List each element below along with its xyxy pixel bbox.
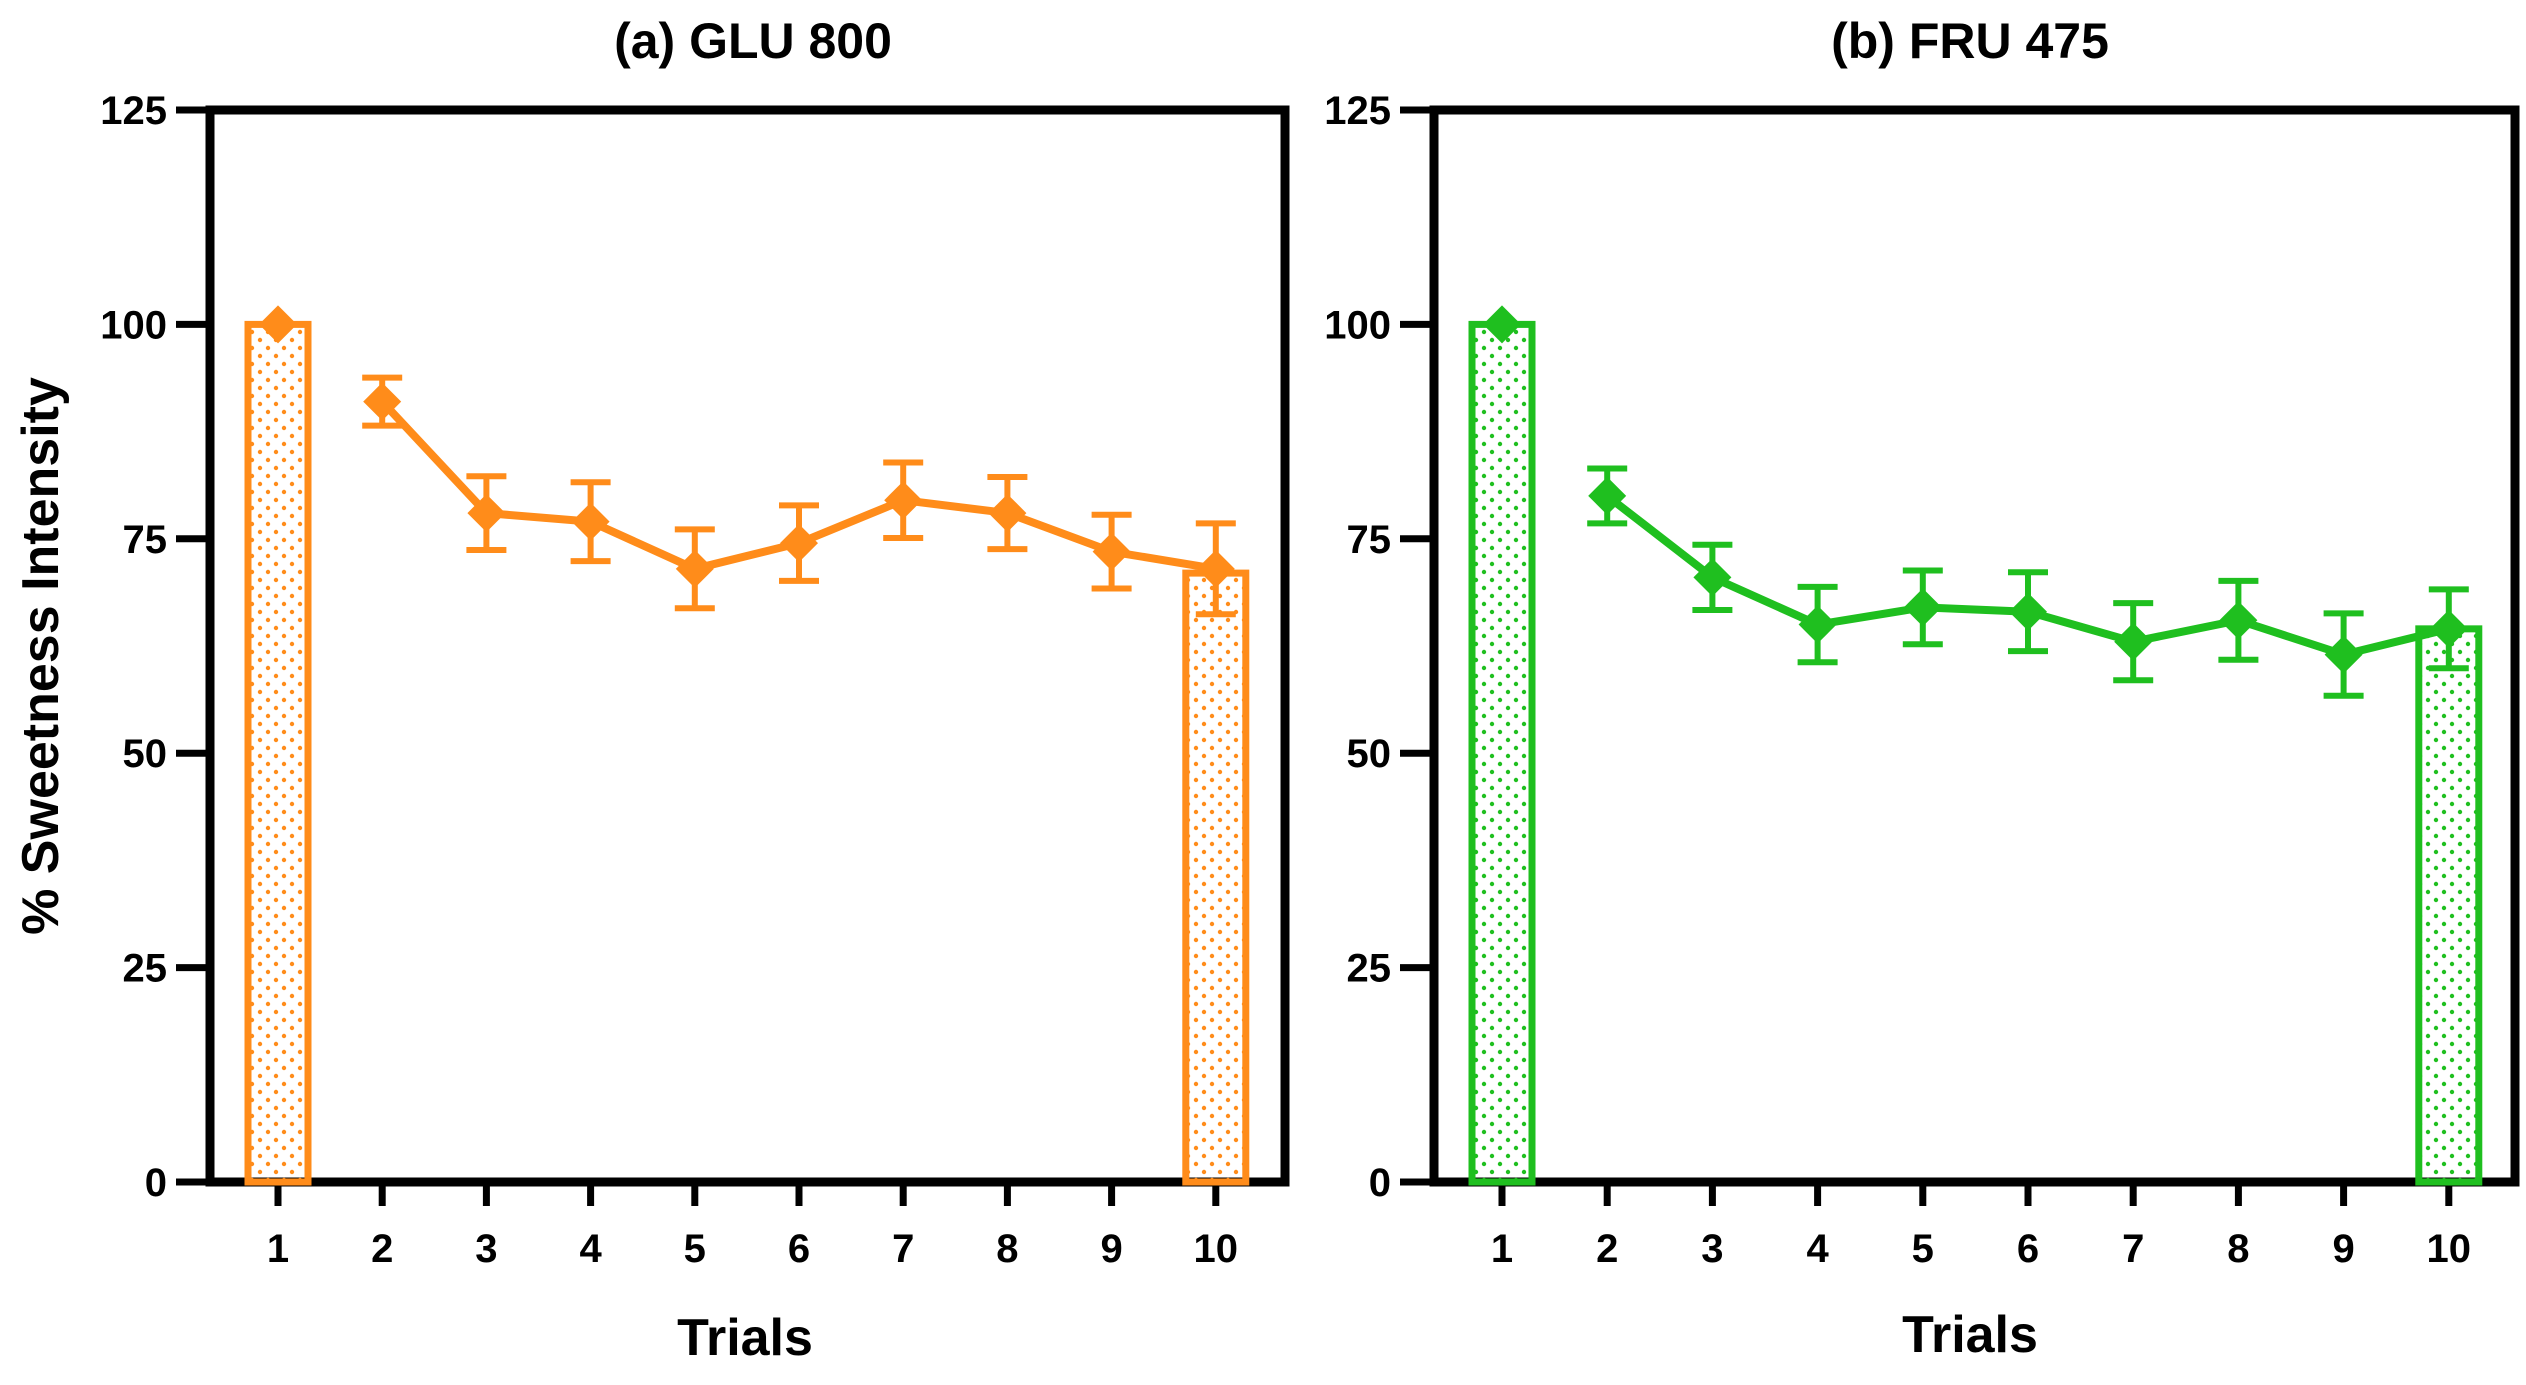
panel-a-data-point xyxy=(780,524,818,563)
panel-b-marks: 0 25 50 75 100 125 1 2 3 4 5 6 7 8 9 10 xyxy=(1324,89,2483,1271)
panel-a-data-point xyxy=(571,502,610,541)
panel-b-data-point xyxy=(1903,588,1942,627)
panel-a-x-tick-label: 8 xyxy=(996,1227,1018,1271)
panel-a-data-point xyxy=(1092,532,1131,571)
panel-a-y-tick-label: 0 xyxy=(145,1161,167,1205)
panel-b-x-axis-title: Trials xyxy=(1902,1306,2038,1364)
panel-a-y-tick-label: 75 xyxy=(123,518,168,562)
panel-a-bar xyxy=(244,320,312,1186)
y-axis-title: % Sweetness Intensity xyxy=(12,377,70,935)
panel-a-y-tick-label: 25 xyxy=(123,947,168,991)
panel-a-x-tick-label: 9 xyxy=(1100,1227,1122,1271)
panel-a-x-tick-label: 1 xyxy=(267,1227,289,1271)
panel-b-data-point xyxy=(1483,305,1521,344)
panel-b-y-tick-label: 0 xyxy=(1369,1161,1391,1205)
panel-b-data-point xyxy=(2114,622,2153,661)
panel-b-y-tick-label: 75 xyxy=(1347,518,1392,562)
panel-b-data-point xyxy=(1588,476,1627,515)
panel-b-title: (b) FRU 475 xyxy=(1831,13,2109,69)
panel-b-bar xyxy=(2415,625,2483,1186)
panel-a-x-tick-label: 4 xyxy=(579,1227,602,1271)
panel-a-x-tick-label: 6 xyxy=(788,1227,810,1271)
panel-b-data-point xyxy=(2429,609,2468,648)
panel-a-data-point xyxy=(884,481,923,520)
panel-b-data-point xyxy=(2219,601,2258,640)
panel-a-marks: 0 25 50 75 100 125 1 2 3 4 5 6 7 8 9 10 xyxy=(100,89,1250,1271)
panel-b-x-tick-label: 10 xyxy=(2427,1227,2472,1271)
panel-a-data-point xyxy=(1196,549,1235,588)
panel-b-plot-frame xyxy=(1429,105,2520,1187)
panel-a-y-tick-label: 50 xyxy=(123,732,168,776)
panel-a-bar xyxy=(1182,569,1250,1186)
panel-b-x-tick-label: 2 xyxy=(1596,1227,1618,1271)
panel-b-x-tick-label: 4 xyxy=(1806,1227,1829,1271)
panel-b-x-tick-label: 5 xyxy=(1912,1227,1934,1271)
panel-b-y-tick-label: 25 xyxy=(1347,947,1392,991)
panel-a-y-tick-label: 100 xyxy=(100,303,167,347)
panel-b-data-point xyxy=(2009,592,2047,631)
panel-a-data-point xyxy=(259,305,297,344)
panel-a-plot-frame xyxy=(205,105,1290,1187)
panel-a-title: (a) GLU 800 xyxy=(614,13,892,69)
panel-a-data-point xyxy=(467,494,506,533)
panel-a-data-point xyxy=(988,494,1027,533)
panel-b-x-tick-label: 8 xyxy=(2227,1227,2249,1271)
panel-b-bar xyxy=(1468,320,1536,1186)
panel-a-y-tick-label: 125 xyxy=(100,89,167,133)
panel-b-x-tick-label: 9 xyxy=(2332,1227,2354,1271)
panel-a-x-tick-label: 3 xyxy=(475,1227,497,1271)
panel-b-data-point xyxy=(1798,605,1837,644)
panel-b-y-tick-label: 125 xyxy=(1324,89,1391,133)
panel-b-data-point xyxy=(1693,558,1732,597)
panel-a-x-axis-title: Trials xyxy=(677,1309,813,1367)
panel-b-data-point xyxy=(2324,635,2363,674)
panel-b-x-tick-label: 3 xyxy=(1701,1227,1723,1271)
panel-a-x-tick-label: 7 xyxy=(892,1227,914,1271)
panel-a-data-point xyxy=(363,382,402,421)
panel-b-x-tick-label: 1 xyxy=(1491,1227,1513,1271)
panel-b-x-tick-label: 7 xyxy=(2122,1227,2144,1271)
panel-a-x-tick-label: 5 xyxy=(684,1227,706,1271)
panel-a-data-point xyxy=(675,549,714,588)
panel-a: (a) GLU 800 Trials 0 25 50 75 100 125 1 2 3 4 5 6 7 8… xyxy=(100,13,1290,1367)
panel-a-x-tick-label: 10 xyxy=(1194,1227,1239,1271)
panel-b: (b) FRU 475 Trials 0 25 50 75 100 125 1 2 3 4 5 6 7 8… xyxy=(1324,13,2520,1364)
panel-b-y-tick-label: 50 xyxy=(1347,732,1392,776)
panel-b-x-tick-label: 6 xyxy=(2017,1227,2039,1271)
panel-a-x-tick-label: 2 xyxy=(371,1227,393,1271)
panel-b-y-tick-label: 100 xyxy=(1324,303,1391,347)
